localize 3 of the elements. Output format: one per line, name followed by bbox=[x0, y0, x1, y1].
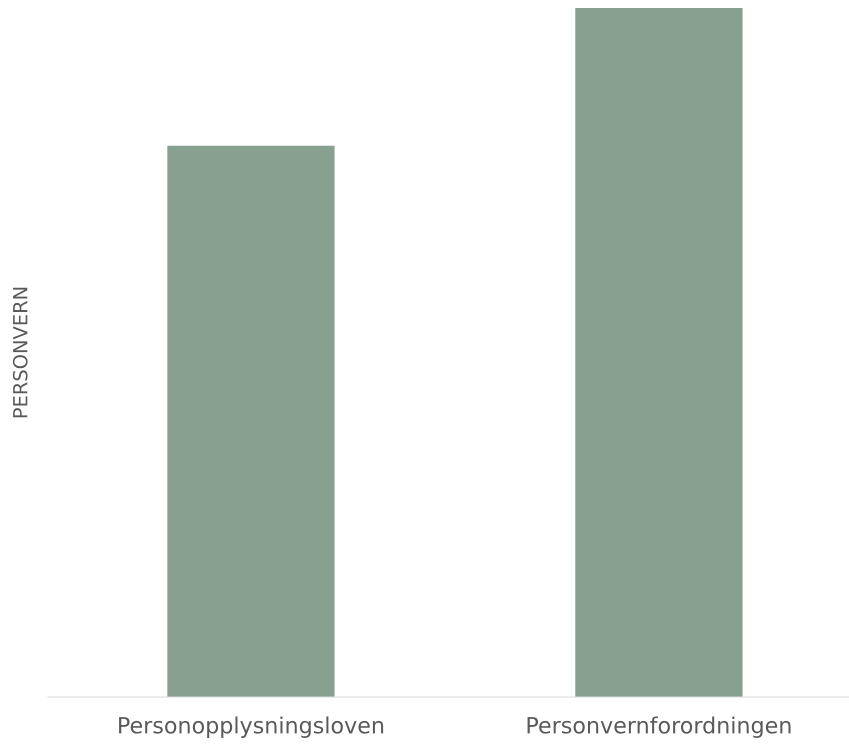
y-axis-title: PERSONVERN bbox=[12, 288, 28, 418]
x-tick-label: Personopplysningsloven bbox=[119, 716, 384, 738]
x-tick-label: Personvernforordningen bbox=[528, 716, 791, 738]
